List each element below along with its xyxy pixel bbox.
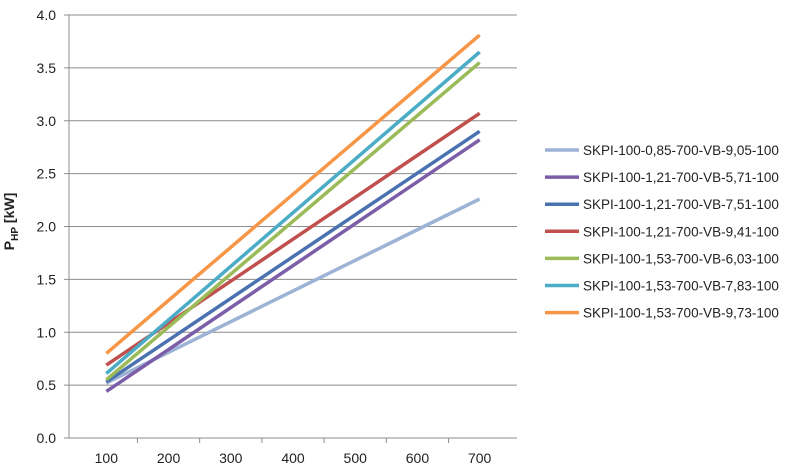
legend-label: SKPI-100-1,53-700-VB-9,73-100 <box>583 306 779 321</box>
series-line <box>105 138 481 393</box>
legend: SKPI-100-0,85-700-VB-9,05-100 SKPI-100-1,… <box>545 143 779 321</box>
legend-label: SKPI-100-1,53-700-VB-7,83-100 <box>583 279 779 294</box>
y-tick-label: 2.5 <box>37 166 57 182</box>
y-tick-label: 0.5 <box>37 377 57 393</box>
x-tick-label: 400 <box>281 450 305 466</box>
y-tick-label: 0.0 <box>37 430 57 446</box>
x-tick-label: 300 <box>219 450 243 466</box>
series-line <box>105 61 481 382</box>
series-line <box>105 129 481 384</box>
grid-lines <box>69 14 517 386</box>
y-tick-label: 1.5 <box>37 271 57 287</box>
x-tick-label: 100 <box>95 450 119 466</box>
y-tick-label: 3.0 <box>37 113 57 129</box>
legend-label: SKPI-100-0,85-700-VB-9,05-100 <box>583 143 779 158</box>
y-axis-title: PHP [kW] <box>1 193 21 250</box>
y-tick-label: 2.0 <box>37 219 57 235</box>
x-tick-label: 700 <box>468 450 492 466</box>
x-axis-title: pHP [bar] <box>264 472 321 475</box>
series-line <box>105 197 481 385</box>
series-line <box>105 50 481 375</box>
legend-label: SKPI-100-1,21-700-VB-7,51-100 <box>583 197 779 212</box>
y-tick-label: 4.0 <box>37 7 57 23</box>
axes: 0.0 0.5 1.0 1.5 2.0 2.5 3.0 3.5 4.0 100 200 300 400 5… <box>1 7 517 475</box>
legend-label: SKPI-100-1,53-700-VB-6,03-100 <box>583 251 779 266</box>
x-tick-label: 500 <box>344 450 368 466</box>
legend-label: SKPI-100-1,21-700-VB-5,71-100 <box>583 170 779 185</box>
y-tick-label: 1.0 <box>37 324 57 340</box>
x-tick-label: 200 <box>157 450 181 466</box>
series-line <box>105 111 481 367</box>
y-tick-label: 3.5 <box>37 60 57 76</box>
x-tick-label: 600 <box>406 450 430 466</box>
series-line <box>105 33 481 355</box>
data-series <box>105 33 481 393</box>
legend-label: SKPI-100-1,21-700-VB-9,41-100 <box>583 224 779 239</box>
